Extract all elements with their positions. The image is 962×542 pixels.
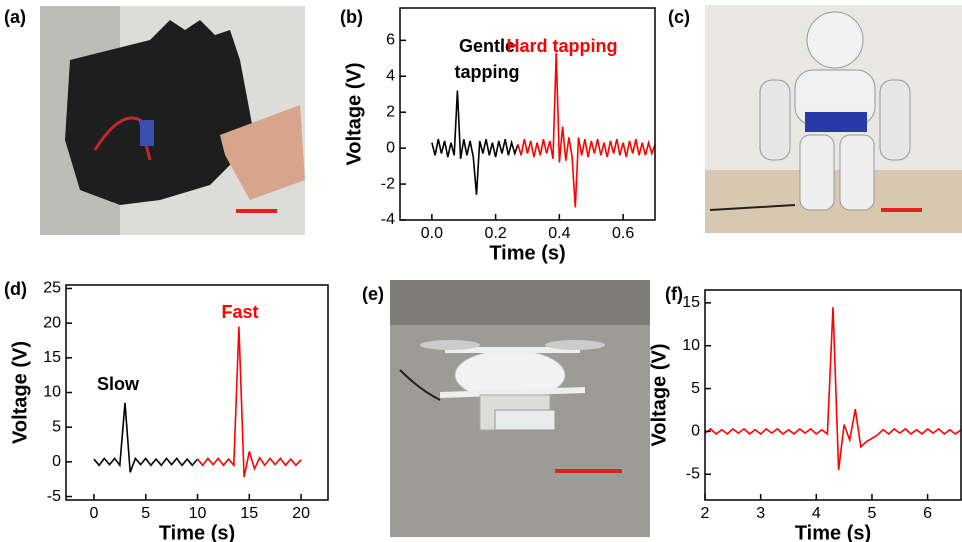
x-tick-label: 2 xyxy=(701,505,710,522)
annotation: Hard tapping xyxy=(507,36,618,56)
panel-label: (a) xyxy=(4,7,26,27)
annotation: Gentle xyxy=(459,36,515,56)
y-tick-label: 4 xyxy=(386,67,395,84)
panel-label: (c) xyxy=(668,7,690,27)
y-tick-label: 10 xyxy=(43,384,61,401)
x-tick-label: 5 xyxy=(141,505,150,522)
panel-label: (d) xyxy=(4,279,27,299)
y-axis-label: Voltage (V) xyxy=(9,341,31,444)
photo-robot-hand xyxy=(40,6,305,235)
panel-label: (f) xyxy=(665,284,683,304)
y-tick-label: 5 xyxy=(691,380,700,397)
x-axis-label: Time (s) xyxy=(489,242,565,264)
signal-line xyxy=(93,402,199,473)
y-tick-label: 6 xyxy=(386,32,395,49)
y-tick-label: -4 xyxy=(381,211,395,228)
y-tick-label: 5 xyxy=(52,418,61,435)
y-tick-label: -5 xyxy=(686,466,700,483)
y-tick-label: 25 xyxy=(43,280,61,297)
plot-frame xyxy=(399,7,656,221)
y-tick-label: 20 xyxy=(43,314,61,331)
y-tick-label: 15 xyxy=(43,349,61,366)
photo-robot xyxy=(705,5,962,233)
y-axis-label: Voltage (V) xyxy=(343,63,365,166)
y-tick-label: 0 xyxy=(52,453,61,470)
x-tick-label: 0.6 xyxy=(612,225,634,242)
x-tick-label: 0 xyxy=(90,505,99,522)
x-axis-label: Time (s) xyxy=(159,522,235,542)
signal-line xyxy=(704,307,962,471)
x-tick-label: 3 xyxy=(756,505,765,522)
signal-line xyxy=(431,90,519,195)
annotation: tapping xyxy=(455,62,520,82)
x-tick-label: 0.4 xyxy=(548,225,570,242)
panel-label: (b) xyxy=(340,7,363,27)
x-tick-label: 10 xyxy=(189,505,207,522)
y-tick-label: -2 xyxy=(381,175,395,192)
x-tick-label: 0.0 xyxy=(421,225,443,242)
signal-line xyxy=(196,326,302,478)
annotation: Slow xyxy=(97,374,140,394)
x-tick-label: 4 xyxy=(812,505,821,522)
y-axis-label: Voltage (V) xyxy=(648,344,670,447)
x-tick-label: 0.2 xyxy=(485,225,507,242)
x-tick-label: 5 xyxy=(868,505,877,522)
signal-line xyxy=(517,52,656,208)
x-tick-label: 20 xyxy=(292,505,310,522)
y-tick-label: 2 xyxy=(386,103,395,120)
y-tick-label: 0 xyxy=(691,423,700,440)
panel-label: (e) xyxy=(362,284,384,304)
x-tick-label: 6 xyxy=(923,505,932,522)
x-tick-label: 15 xyxy=(240,505,258,522)
photo-drone xyxy=(390,280,650,537)
y-tick-label: 15 xyxy=(682,294,700,311)
plot-frame xyxy=(704,289,962,501)
y-tick-label: -5 xyxy=(47,488,61,505)
y-tick-label: 0 xyxy=(386,139,395,156)
annotation: Fast xyxy=(221,302,258,322)
x-axis-label: Time (s) xyxy=(795,522,871,542)
y-tick-label: 10 xyxy=(682,337,700,354)
